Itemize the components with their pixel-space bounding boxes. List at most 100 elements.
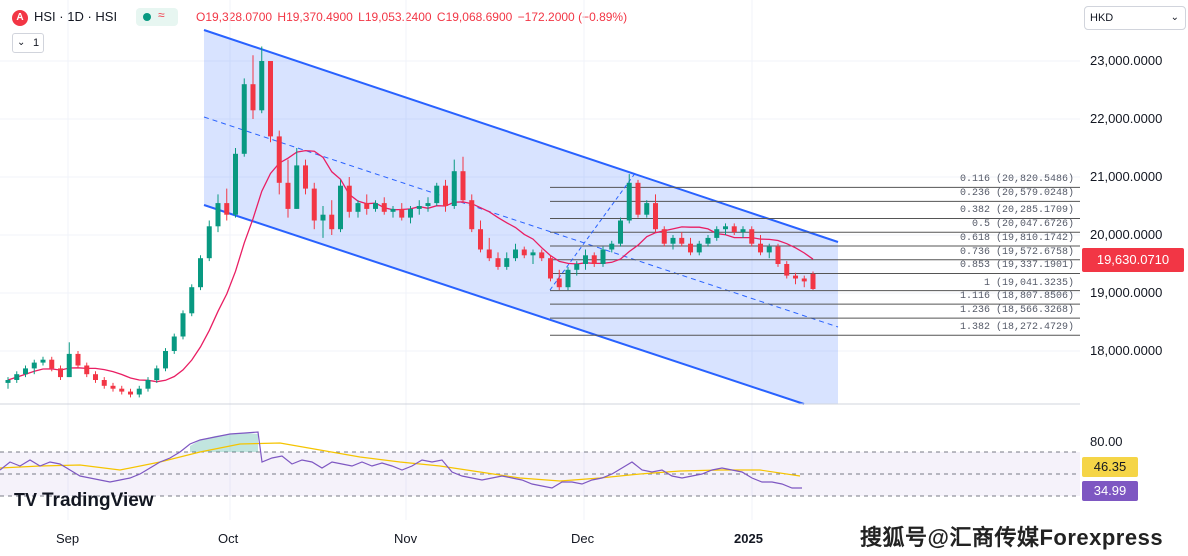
candle-body[interactable]	[653, 203, 658, 230]
candle-body[interactable]	[530, 252, 536, 256]
candle-body[interactable]	[644, 203, 650, 215]
candle-body[interactable]	[40, 359, 46, 363]
candle-body[interactable]	[670, 237, 676, 244]
candle-body[interactable]	[224, 203, 230, 215]
currency-select[interactable]: HKD ⌄	[1084, 6, 1186, 30]
candle-body[interactable]	[31, 362, 37, 369]
candle-body[interactable]	[198, 258, 203, 288]
candle-body[interactable]	[679, 237, 685, 244]
candle-body[interactable]	[434, 185, 440, 204]
candle-body[interactable]	[373, 203, 378, 209]
candle-body[interactable]	[705, 237, 711, 244]
candle-body[interactable]	[136, 388, 142, 395]
candle-body[interactable]	[521, 249, 527, 256]
candle-body[interactable]	[390, 208, 396, 212]
market-status-chip[interactable]: ≈	[136, 8, 178, 26]
candle-body[interactable]	[101, 380, 107, 386]
candle-body[interactable]	[425, 203, 431, 206]
candle-body[interactable]	[784, 264, 790, 276]
candle-body[interactable]	[259, 61, 265, 111]
candle-body[interactable]	[416, 206, 422, 209]
candle-body[interactable]	[163, 351, 168, 369]
fib-trend-line[interactable]	[549, 171, 637, 291]
candle-body[interactable]	[600, 249, 606, 265]
candle-body[interactable]	[250, 84, 256, 111]
candle-body[interactable]	[84, 365, 90, 375]
candle-body[interactable]	[810, 273, 816, 289]
candle-body[interactable]	[233, 153, 238, 215]
channel-mid-line[interactable]	[203, 116, 839, 328]
candle-body[interactable]	[539, 252, 545, 259]
candle-body[interactable]	[206, 226, 212, 259]
candle-body[interactable]	[171, 336, 177, 352]
candle-body[interactable]	[399, 208, 405, 218]
symbol-title[interactable]: HSI · 1D · HSI	[34, 9, 118, 24]
candle-body[interactable]	[128, 391, 133, 395]
candle-body[interactable]	[661, 229, 667, 244]
candle-body[interactable]	[49, 359, 55, 369]
candle-body[interactable]	[338, 185, 343, 230]
price-chart[interactable]	[0, 0, 1080, 556]
candle-body[interactable]	[565, 269, 571, 288]
candle-body[interactable]	[145, 380, 151, 389]
candle-body[interactable]	[696, 243, 702, 253]
indicator-collapse-button[interactable]: ⌄ 1	[12, 33, 44, 53]
candle-body[interactable]	[469, 200, 475, 230]
candle-body[interactable]	[119, 388, 125, 392]
candle-body[interactable]	[93, 374, 98, 380]
candle-body[interactable]	[460, 171, 466, 201]
candle-body[interactable]	[635, 182, 641, 215]
channel-upper-line[interactable]	[203, 29, 839, 243]
candle-body[interactable]	[583, 255, 588, 264]
candle-body[interactable]	[609, 243, 615, 250]
candle-body[interactable]	[294, 165, 300, 209]
candle-body[interactable]	[591, 255, 597, 264]
candle-body[interactable]	[268, 61, 273, 137]
candle-body[interactable]	[66, 353, 72, 378]
candle-body[interactable]	[504, 258, 510, 267]
candle-body[interactable]	[285, 182, 291, 209]
candle-body[interactable]	[23, 368, 28, 375]
candle-body[interactable]	[478, 229, 483, 250]
candle-body[interactable]	[618, 220, 623, 244]
candle-body[interactable]	[626, 182, 632, 221]
candle-body[interactable]	[355, 203, 361, 212]
candle-body[interactable]	[303, 165, 308, 189]
candle-body[interactable]	[14, 374, 20, 380]
candle-body[interactable]	[58, 368, 63, 378]
candle-body[interactable]	[110, 385, 116, 389]
candle-body[interactable]	[381, 203, 387, 212]
candle-body[interactable]	[775, 246, 781, 264]
candle-body[interactable]	[346, 185, 352, 212]
candle-body[interactable]	[486, 249, 492, 259]
candle-body[interactable]	[548, 258, 553, 279]
candle-body[interactable]	[311, 188, 317, 221]
candle-body[interactable]	[241, 84, 247, 154]
candle-body[interactable]	[766, 246, 772, 253]
candle-body[interactable]	[443, 185, 448, 206]
candle-body[interactable]	[513, 249, 518, 259]
candle-body[interactable]	[276, 136, 282, 183]
candle-body[interactable]	[758, 243, 763, 253]
candle-body[interactable]	[320, 214, 326, 221]
candle-body[interactable]	[723, 226, 728, 230]
candle-body[interactable]	[329, 214, 335, 230]
candle-body[interactable]	[740, 229, 746, 233]
candle-body[interactable]	[714, 229, 720, 238]
candle-body[interactable]	[495, 258, 501, 267]
channel-lower-line[interactable]	[203, 204, 805, 405]
tradingview-logo[interactable]: TV TradingView	[14, 490, 154, 512]
candle-body[interactable]	[75, 353, 81, 366]
candle-body[interactable]	[154, 368, 160, 380]
candle-body[interactable]	[189, 287, 195, 314]
candle-body[interactable]	[5, 380, 11, 383]
candle-body[interactable]	[688, 243, 693, 253]
candle-body[interactable]	[801, 278, 807, 282]
candle-body[interactable]	[574, 264, 580, 270]
candle-body[interactable]	[215, 203, 221, 227]
candle-body[interactable]	[749, 229, 755, 244]
candle-body[interactable]	[451, 171, 457, 206]
candle-body[interactable]	[180, 313, 186, 337]
candle-body[interactable]	[793, 275, 798, 279]
candle-body[interactable]	[731, 226, 737, 233]
